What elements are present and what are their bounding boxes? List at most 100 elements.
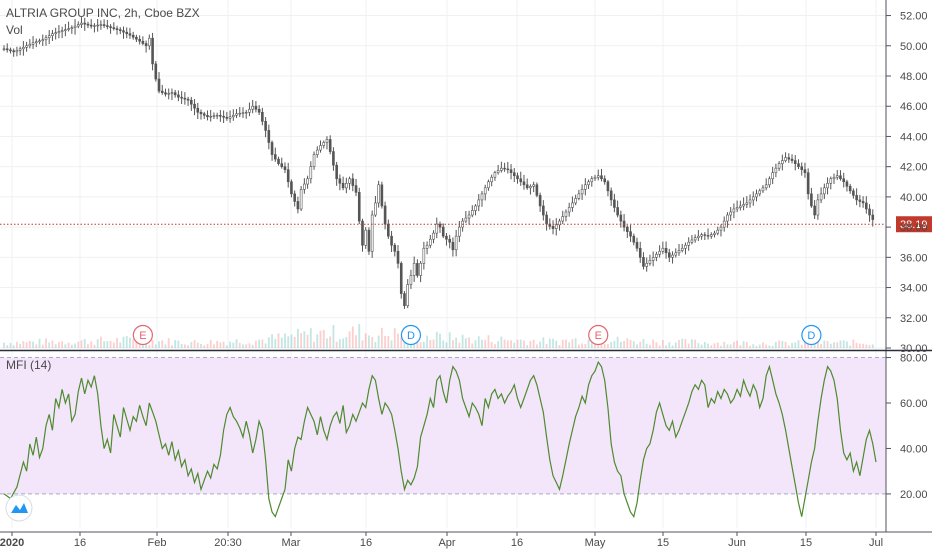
candle-body: [151, 37, 154, 65]
last-price-line: 38.19: [0, 216, 932, 233]
volume-bar: [374, 342, 377, 348]
volume-bar: [787, 345, 790, 348]
volume-bar: [577, 344, 580, 348]
volume-bar: [810, 343, 813, 348]
volume-bar: [600, 343, 603, 348]
candle-body: [525, 184, 529, 189]
volume-bar: [623, 340, 625, 348]
candle-body: [112, 27, 116, 29]
candle-body: [380, 184, 384, 207]
candle-body: [228, 116, 232, 119]
volume-bar: [816, 339, 819, 348]
volume-bar: [161, 340, 164, 348]
volume-bar: [668, 342, 671, 348]
volume-bar: [616, 336, 619, 348]
volume-bar: [58, 342, 60, 348]
volume-bar: [351, 326, 354, 348]
volume-bar: [122, 336, 125, 348]
candle-body: [22, 46, 25, 50]
candle-body: [454, 235, 458, 251]
candle-body: [5, 48, 9, 51]
candle-body: [2, 48, 6, 50]
logo-badge[interactable]: [5, 494, 33, 522]
volume-bar: [112, 342, 115, 348]
volume-bar: [671, 345, 674, 348]
candle-body: [383, 205, 387, 225]
candle-body: [44, 37, 48, 41]
x-tick-label: May: [585, 537, 606, 549]
candle-body: [180, 96, 183, 99]
volume-bar: [516, 339, 519, 348]
candle-body: [261, 111, 264, 122]
volume-bar: [242, 344, 244, 348]
volume-bar: [235, 339, 238, 348]
volume-bar: [481, 339, 483, 348]
volume-bar: [858, 343, 861, 348]
volume-bar: [597, 343, 600, 348]
mfi-tick-label: 80.00: [900, 353, 928, 365]
candle-body: [257, 108, 261, 113]
candle-body: [367, 229, 371, 252]
axis-labels: 52.00 50.00 48.00 46.00 44.00 42.00 40.00 38.00…: [0, 11, 928, 549]
volume-bar: [691, 339, 693, 348]
candle-body: [131, 34, 135, 38]
volume-bar: [613, 340, 616, 348]
candle-body: [438, 223, 442, 228]
candle-body: [445, 235, 448, 240]
candle-body: [315, 149, 319, 155]
volume-bar: [203, 345, 206, 348]
candle-body: [348, 178, 351, 184]
candle-body: [374, 202, 377, 216]
volume-bar: [703, 341, 706, 348]
candle-body: [629, 231, 632, 237]
volume-bar: [603, 343, 606, 348]
dividend-marker[interactable]: D: [400, 324, 422, 346]
volume-bar: [561, 339, 564, 348]
candle-body: [571, 202, 574, 208]
candle-body: [839, 175, 842, 180]
candle-body: [713, 232, 716, 235]
candle-body: [735, 207, 739, 210]
volume-bar: [397, 333, 399, 348]
volume-bar: [484, 339, 487, 348]
earnings-marker[interactable]: E: [132, 324, 153, 346]
volume-bar: [649, 344, 651, 348]
candle-body: [716, 229, 720, 234]
candle-body: [706, 235, 710, 237]
volume-bar: [732, 341, 735, 348]
volume-bar: [390, 340, 393, 348]
volume-bar: [487, 335, 490, 348]
volume-bar: [322, 330, 325, 348]
candle-body: [661, 247, 665, 252]
x-tick-label: Feb: [148, 537, 167, 549]
candle-body: [593, 176, 597, 180]
candle-body: [34, 41, 38, 44]
last-price-tag: [896, 216, 932, 233]
candle-body: [332, 151, 335, 166]
candle-body: [590, 178, 594, 183]
candle-body: [76, 24, 80, 27]
volume-bar: [736, 340, 739, 348]
candle-body: [671, 254, 674, 258]
earnings-marker[interactable]: E: [588, 324, 609, 346]
dividend-marker[interactable]: D: [801, 324, 822, 346]
volume-bar: [135, 341, 138, 348]
candle-body: [467, 214, 471, 219]
volume-bar: [532, 339, 535, 348]
earnings-marker-label: E: [595, 330, 602, 342]
candle-body: [12, 50, 15, 53]
candle-body: [15, 50, 19, 53]
candle-body: [280, 163, 284, 167]
candle-body: [202, 113, 206, 116]
volume-bar: [326, 338, 328, 348]
volume-bar: [784, 341, 787, 348]
candle-body: [451, 241, 455, 251]
candle-body: [655, 254, 658, 258]
volume-bar: [452, 340, 454, 348]
volume-bar: [842, 340, 845, 348]
volume-bar: [264, 343, 267, 348]
volume-bar: [636, 344, 638, 348]
volume-bar: [506, 340, 509, 348]
candle-body: [677, 250, 681, 254]
